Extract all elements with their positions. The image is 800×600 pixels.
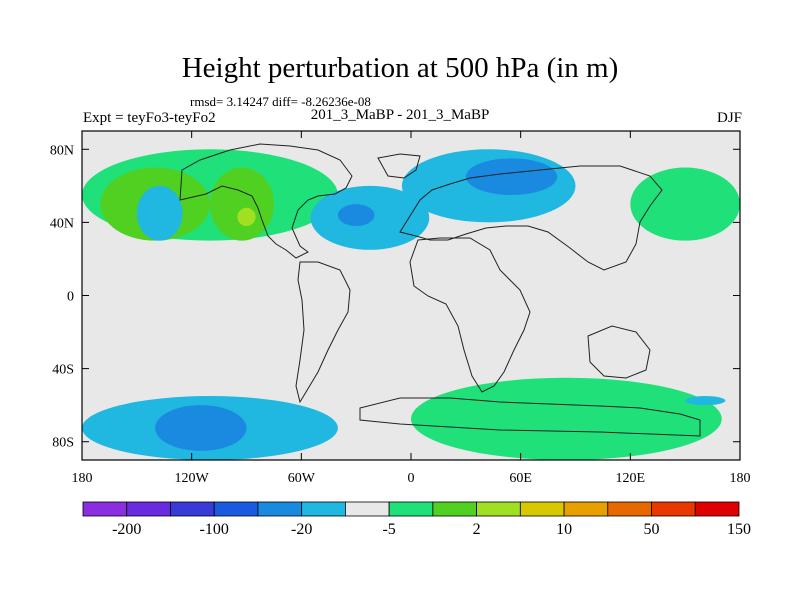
field-region-10 [410, 377, 722, 460]
x-tick-label: 0 [408, 471, 415, 486]
field-region-3 [209, 167, 274, 241]
colorbar-label: 50 [644, 521, 660, 538]
field-region-12 [155, 405, 247, 451]
y-tick-label: 40N [50, 216, 74, 231]
x-tick-label: 60W [288, 471, 316, 486]
y-tick-label: 40S [52, 363, 74, 378]
colorbar-box [388, 501, 434, 517]
coastline-south-america [295, 261, 351, 404]
colorbar-box [694, 501, 740, 517]
colorbar-box [607, 501, 652, 517]
colorbar-box [301, 501, 346, 517]
x-tick-label: 60E [509, 471, 532, 486]
field-region-9 [630, 167, 740, 241]
colorbar-label: -100 [200, 521, 229, 538]
x-tick-label: 180 [730, 471, 751, 486]
colorbar-box [126, 501, 171, 517]
coastline-antarctica [359, 397, 701, 437]
experiment-label: Expt = teyFo3-teyFo2 [83, 110, 216, 126]
case-label: 201_3_MaBP - 201_3_MaBP [310, 107, 490, 123]
colorbar-box [476, 501, 521, 517]
stats-text: rmsd= 3.14247 diff= -8.26236e-08 [190, 94, 371, 109]
colorbar-box [432, 501, 478, 517]
colorbar-box [257, 501, 303, 517]
coastline-australia [587, 325, 651, 379]
colorbar: -200 -100 -20 -5 2 10 50 150 [82, 501, 751, 538]
colorbar-label: 10 [556, 521, 572, 538]
colorbar-box [170, 501, 215, 517]
y-tick-label: 0 [67, 290, 74, 305]
coastlines [179, 143, 701, 437]
axes: 180 120W 60W 0 60E 120E 180 80N 40N 0 40S 80S [50, 131, 751, 486]
coastline-greenland [377, 153, 421, 179]
x-tick-label: 180 [72, 471, 93, 486]
field-region-2 [136, 185, 183, 241]
colorbar-label: 2 [473, 521, 481, 538]
coastline-africa [409, 237, 531, 393]
colorbar-label: -5 [382, 521, 395, 538]
field-region-13 [685, 396, 726, 406]
field-region-4 [237, 207, 256, 227]
colorbar-box [82, 501, 128, 517]
colorbar-label: 150 [727, 521, 751, 538]
coastline-eurasia [399, 165, 663, 271]
colorbar-box [213, 501, 259, 517]
x-tick-label: 120E [616, 471, 646, 486]
colorbar-box [651, 501, 696, 517]
coastline-north-america [179, 143, 353, 259]
y-tick-label: 80N [50, 143, 74, 158]
colorbar-box [519, 501, 565, 517]
plot-title: Height perturbation at 500 hPa (in m) [181, 52, 619, 84]
y-tick-label: 80S [52, 436, 74, 451]
x-tick-label: 120W [175, 471, 210, 486]
colorbar-box [563, 501, 609, 517]
season-label: DJF [716, 110, 742, 126]
field-region-8 [465, 158, 558, 195]
colorbar-label: -20 [291, 521, 312, 538]
colorbar-box [344, 501, 390, 517]
map-field [82, 131, 740, 460]
field-region-6 [337, 204, 375, 227]
colorbar-label: -200 [112, 521, 141, 538]
